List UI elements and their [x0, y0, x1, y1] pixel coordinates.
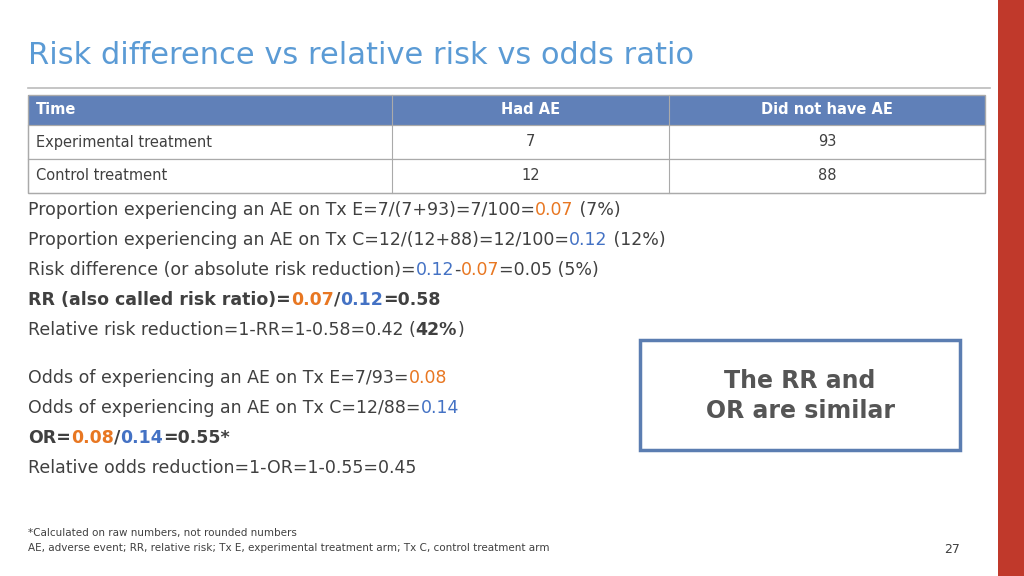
Text: /: /: [334, 291, 340, 309]
Text: 88: 88: [818, 169, 837, 184]
Text: 42%: 42%: [416, 321, 457, 339]
Text: Did not have AE: Did not have AE: [761, 103, 893, 118]
Bar: [640, 340, 961, 450]
Text: ): ): [457, 321, 464, 339]
Text: /: /: [114, 429, 120, 447]
Text: 0.14: 0.14: [421, 399, 459, 417]
Text: 0.07: 0.07: [291, 291, 334, 309]
Text: Proportion experiencing an AE on Tx C=12/(12+88)=12/100=: Proportion experiencing an AE on Tx C=12…: [28, 231, 569, 249]
Text: 12: 12: [521, 169, 540, 184]
Text: OR are similar: OR are similar: [706, 399, 895, 423]
Text: Relative odds reduction=1-OR=1-0.55=0.45: Relative odds reduction=1-OR=1-0.55=0.45: [28, 459, 417, 477]
Text: 0.08: 0.08: [409, 369, 447, 387]
Text: Risk difference vs relative risk vs odds ratio: Risk difference vs relative risk vs odds…: [28, 40, 694, 70]
Text: -: -: [454, 261, 461, 279]
Bar: [28, 95, 985, 125]
Text: Odds of experiencing an AE on Tx C=12/88=: Odds of experiencing an AE on Tx C=12/88…: [28, 399, 421, 417]
Text: 0.12: 0.12: [340, 291, 383, 309]
Text: The RR and: The RR and: [724, 369, 876, 393]
Text: =0.05 (5%): =0.05 (5%): [499, 261, 599, 279]
Text: (12%): (12%): [607, 231, 666, 249]
Bar: [998, 0, 1024, 576]
Text: 7: 7: [525, 135, 536, 150]
Text: Had AE: Had AE: [501, 103, 560, 118]
Text: Proportion experiencing an AE on Tx E=7/(7+93)=7/100=: Proportion experiencing an AE on Tx E=7/…: [28, 201, 535, 219]
Text: Time: Time: [36, 103, 77, 118]
Text: Risk difference (or absolute risk reduction)=: Risk difference (or absolute risk reduct…: [28, 261, 416, 279]
Text: AE, adverse event; RR, relative risk; Tx E, experimental treatment arm; Tx C, co: AE, adverse event; RR, relative risk; Tx…: [28, 543, 550, 553]
Text: 0.07: 0.07: [535, 201, 573, 219]
Text: 0.12: 0.12: [416, 261, 454, 279]
Text: 0.14: 0.14: [120, 429, 163, 447]
Text: 93: 93: [818, 135, 837, 150]
Text: (7%): (7%): [573, 201, 621, 219]
Bar: [28, 95, 985, 193]
Text: Relative risk reduction=1-RR=1-0.58=0.42 (: Relative risk reduction=1-RR=1-0.58=0.42…: [28, 321, 416, 339]
Text: Experimental treatment: Experimental treatment: [36, 135, 212, 150]
Text: 0.08: 0.08: [71, 429, 114, 447]
Text: 0.12: 0.12: [569, 231, 607, 249]
Text: 0.07: 0.07: [461, 261, 499, 279]
Text: =0.58: =0.58: [383, 291, 440, 309]
Text: *Calculated on raw numbers, not rounded numbers: *Calculated on raw numbers, not rounded …: [28, 528, 297, 538]
Bar: [28, 159, 985, 193]
Text: 27: 27: [944, 543, 961, 556]
Text: Control treatment: Control treatment: [36, 169, 167, 184]
Text: OR=: OR=: [28, 429, 71, 447]
Text: Odds of experiencing an AE on Tx E=7/93=: Odds of experiencing an AE on Tx E=7/93=: [28, 369, 409, 387]
Text: RR (also called risk ratio)=: RR (also called risk ratio)=: [28, 291, 291, 309]
Bar: [28, 125, 985, 159]
Text: =0.55*: =0.55*: [163, 429, 229, 447]
